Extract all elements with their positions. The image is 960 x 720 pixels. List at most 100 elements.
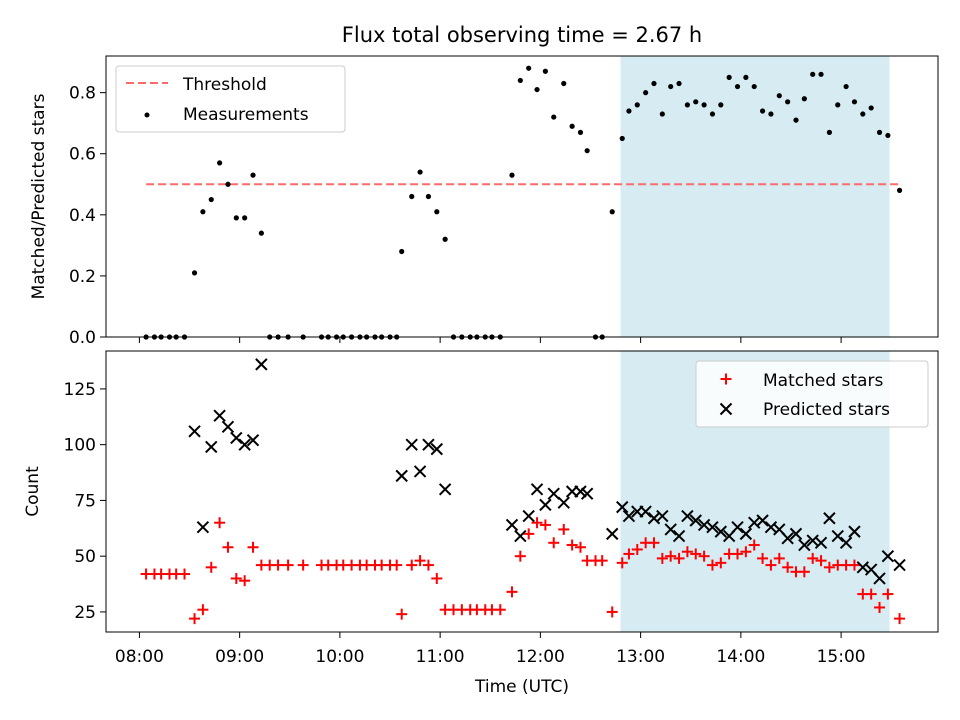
measurement-point: [743, 74, 749, 80]
measurement-point: [584, 148, 590, 154]
matched-star-point: [690, 548, 702, 560]
bottom-y-tick-label: 100: [64, 436, 96, 456]
bottom-y-tick-label: 75: [74, 491, 96, 511]
x-tick-label: 11:00: [416, 647, 465, 667]
bottom-y-tick-label: 125: [64, 380, 96, 400]
x-tick-label: 15:00: [817, 647, 866, 667]
measurement-point: [785, 99, 791, 105]
measurement-point: [709, 111, 716, 117]
matched-star-point: [765, 559, 777, 571]
predicted-star-point: [681, 509, 694, 523]
measurement-point: [509, 172, 515, 178]
matched-star-point: [431, 572, 443, 584]
measurement-point: [569, 123, 575, 129]
matched-star-point: [205, 561, 217, 573]
measurement-point: [434, 209, 440, 215]
predicted-star-point: [789, 527, 803, 541]
measurement-point: [534, 86, 540, 93]
top-y-ticks: 0.0 0.2 0.4 0.6 0.8: [69, 84, 106, 348]
legend-matched-swatch: [720, 373, 732, 385]
measurement-point: [885, 132, 891, 139]
matched-star-point: [406, 559, 418, 571]
measurement-point: [399, 248, 405, 255]
top-legend: Threshold Measurements: [115, 65, 346, 133]
matched-star-point: [874, 601, 886, 613]
matched-star-point: [798, 566, 810, 578]
x-tick-label: 12:00: [516, 647, 565, 667]
predicted-star-point: [522, 509, 535, 523]
predicted-star-point: [539, 498, 552, 512]
measurement-point: [693, 99, 699, 105]
predicted-star-point: [395, 469, 408, 483]
predicted-star-point: [831, 529, 844, 543]
predicted-star-point: [622, 509, 636, 523]
measurement-point: [851, 99, 858, 105]
predicted-star-point: [405, 438, 418, 451]
legend-measurements-label: Measurements: [183, 105, 309, 125]
predicted-star-point: [616, 500, 629, 514]
matched-star-point: [882, 588, 894, 600]
measurement-point: [835, 102, 841, 108]
top-observing-span: [620, 56, 890, 337]
measurement-point: [676, 80, 682, 87]
measurement-point: [191, 270, 198, 276]
matched-star-point: [494, 604, 506, 616]
predicted-star-point: [196, 520, 210, 534]
top-y-tick-label: 0.0: [69, 328, 96, 348]
matched-star-point: [681, 546, 693, 558]
predicted-star-point: [580, 487, 594, 500]
predicted-star-point: [557, 496, 570, 509]
matched-star-point: [606, 606, 618, 618]
measurement-point: [718, 102, 724, 108]
x-axis-label: Time (UTC): [474, 677, 569, 697]
measurement-point: [659, 111, 665, 117]
measurement-point: [826, 129, 833, 135]
matched-star-point: [531, 517, 543, 529]
legend-predicted-marker: [719, 402, 733, 416]
measurement-point: [250, 172, 256, 178]
measurement-point: [200, 209, 206, 215]
x-tick-label: 13:00: [616, 647, 665, 667]
matched-star-point: [648, 537, 660, 549]
predicted-star-point: [205, 440, 218, 454]
matched-star-point: [623, 548, 635, 560]
measurement-point: [643, 90, 649, 96]
measurement-point: [818, 71, 824, 77]
matched-star-point: [596, 555, 608, 567]
bottom-y-tick-label: 25: [74, 603, 96, 623]
measurement-point: [425, 193, 432, 200]
predicted-star-point: [664, 523, 677, 536]
matched-star-point: [807, 552, 819, 564]
measurement-point: [759, 108, 766, 114]
predicted-star-point: [430, 442, 444, 456]
matched-star-point: [566, 539, 578, 551]
matched-star-points: [140, 517, 906, 625]
predicted-star-point: [839, 536, 853, 550]
predicted-star-point: [672, 529, 686, 543]
measurement-point: [409, 193, 415, 200]
predicted-star-point: [739, 527, 753, 541]
measurement-point: [751, 83, 757, 90]
top-legend-box: [115, 65, 346, 133]
measurement-point: [776, 93, 782, 99]
matched-star-point: [631, 543, 643, 555]
matched-star-point: [782, 561, 794, 573]
top-y-tick-label: 0.6: [69, 145, 96, 165]
matched-star-point: [706, 559, 718, 571]
predicted-star-point: [714, 525, 728, 538]
legend-matched-marker: [720, 373, 732, 385]
predicted-star-point: [547, 487, 560, 500]
measurement-point: [561, 80, 567, 87]
predicted-star-point: [213, 409, 226, 422]
measurement-point: [843, 83, 849, 90]
predicted-star-point: [422, 438, 435, 451]
matched-star-point: [422, 559, 434, 571]
predicted-star-points: [188, 358, 906, 585]
measurement-point: [810, 71, 816, 77]
matched-star-point: [823, 561, 835, 573]
bottom-y-tick-label: 50: [74, 547, 96, 567]
measurement-point: [701, 102, 707, 108]
predicted-star-point: [188, 425, 201, 438]
measurement-point: [876, 129, 883, 135]
predicted-star-point: [823, 512, 836, 525]
